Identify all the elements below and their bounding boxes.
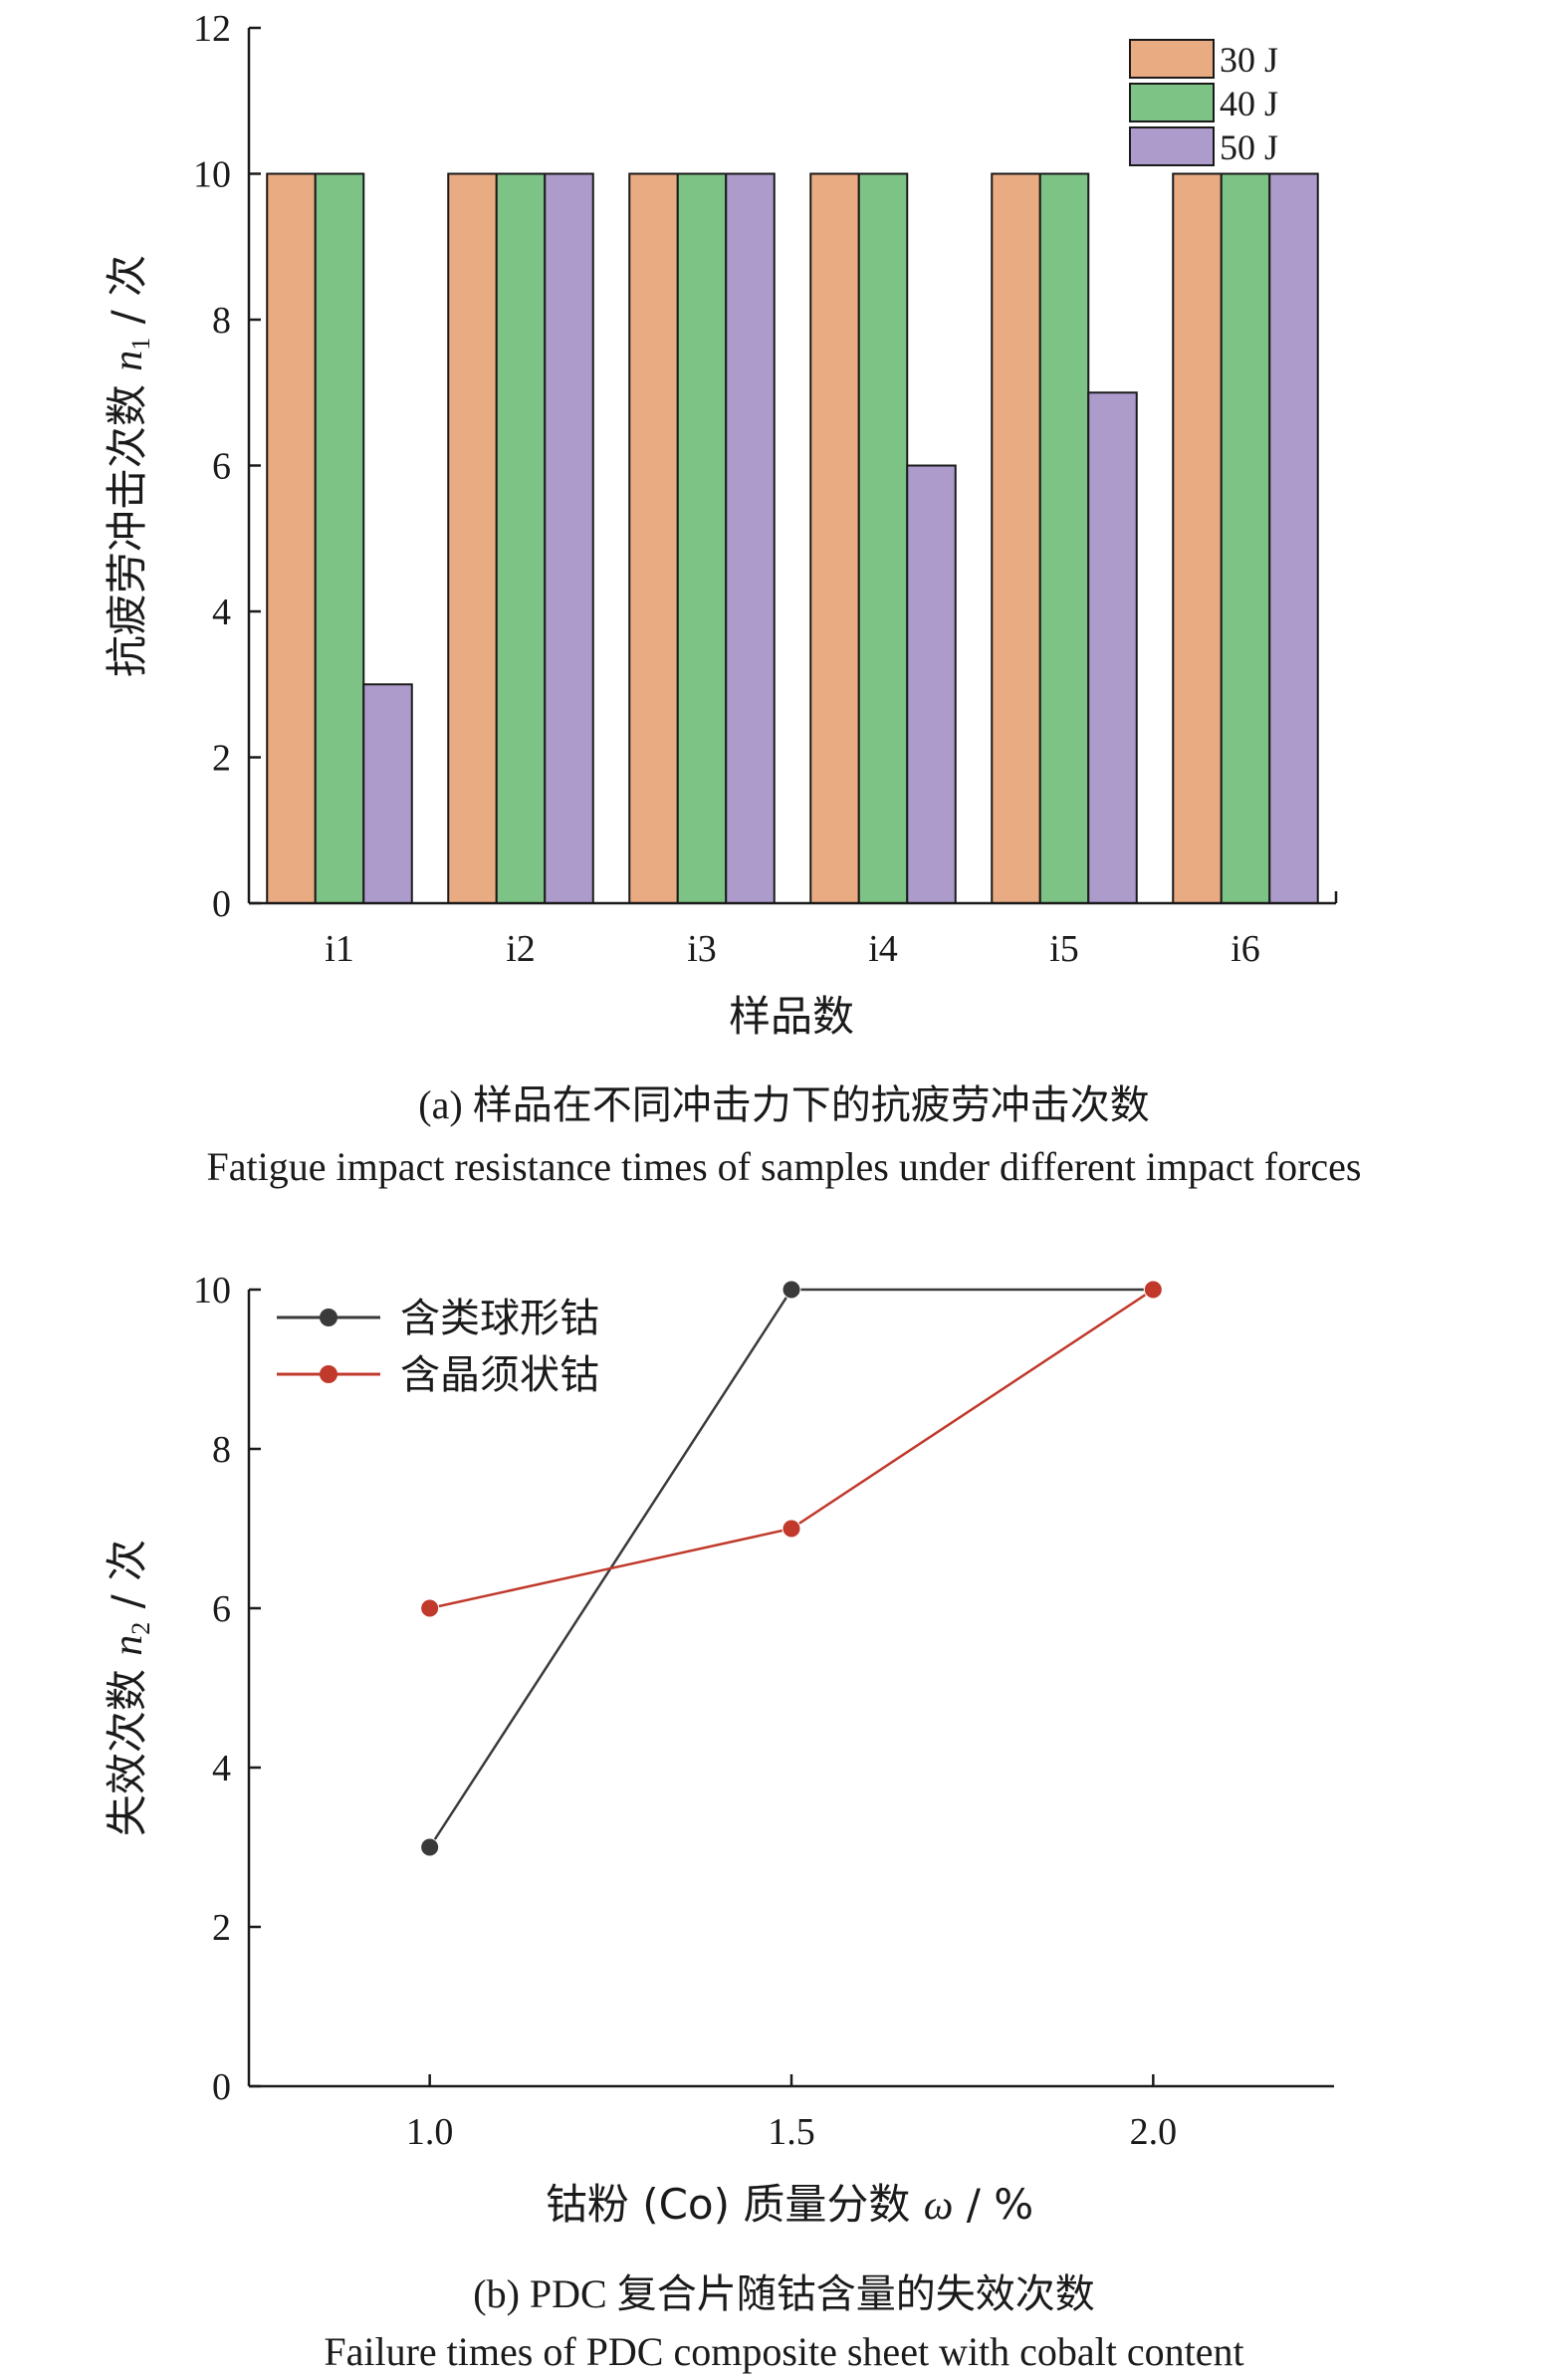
- y-axis-label: 失效次数 n2 / 次: [103, 1540, 155, 1836]
- legend-swatch-40j: [1129, 83, 1215, 122]
- y-tick-label: 10: [193, 154, 231, 196]
- bar-series-group: [266, 172, 1319, 904]
- bar: [544, 172, 594, 904]
- legend-swatch-50j: [1129, 126, 1215, 166]
- y-ticks: 0 2 4 6 8 10: [193, 1270, 261, 2108]
- y-tick-label: 6: [212, 1588, 231, 1630]
- x-ticks: 1.0 1.5 2.0: [406, 2074, 1177, 2153]
- bar: [725, 172, 776, 904]
- x-ticks: i1 i2 i3 i4 i5 i6: [325, 928, 1260, 970]
- y-tick-label: 6: [212, 446, 231, 488]
- y-tick-label: 12: [193, 8, 231, 50]
- bar: [1220, 172, 1271, 904]
- bar: [991, 172, 1041, 904]
- data-point: [782, 1519, 801, 1539]
- bar: [362, 683, 413, 904]
- bar: [447, 172, 498, 904]
- legend-label-50j: 50 J: [1220, 127, 1278, 167]
- bar: [1268, 172, 1319, 904]
- x-axis-label: 样品数: [729, 992, 854, 1041]
- legend-swatch-30j: [1129, 39, 1215, 79]
- x-tick-label: i1: [325, 928, 354, 970]
- y-tick-label: 0: [212, 883, 231, 925]
- bar: [628, 172, 679, 904]
- legend-label-spherical: 含类球形钴: [400, 1296, 599, 1341]
- legend: 含类球形钴 含晶须状钴: [277, 1296, 599, 1398]
- bar: [857, 172, 909, 904]
- bar: [495, 172, 547, 904]
- bar: [314, 172, 365, 904]
- legend-marker-whisker: [320, 1365, 337, 1383]
- x-tick-label: i2: [506, 928, 536, 970]
- y-tick-label: 0: [212, 2066, 231, 2108]
- caption-a-en: Fatigue impact resistance times of sampl…: [206, 1144, 1362, 1189]
- x-tick-label: 1.0: [406, 2111, 454, 2153]
- bar: [906, 464, 957, 904]
- y-tick-label: 4: [212, 592, 231, 633]
- y-axis-label: 抗疲劳冲击次数 n1 / 次: [103, 255, 155, 677]
- bar: [676, 172, 728, 904]
- legend-label-30j: 30 J: [1220, 40, 1278, 80]
- bar-chart: 0 2 4 6 8 10 12 i1 i2 i3 i4 i5 i6 抗疲劳冲击次数 n1 / 次 样品…: [103, 8, 1338, 1041]
- y-tick-label: 4: [212, 1748, 231, 1789]
- x-tick-label: i6: [1231, 928, 1260, 970]
- legend-label-whisker: 含晶须状钴: [400, 1352, 599, 1398]
- bar: [1087, 391, 1138, 904]
- legend: 30 J 40 J 50 J: [1129, 39, 1278, 167]
- x-tick-label: 2.0: [1130, 2111, 1178, 2153]
- x-tick-label: i3: [687, 928, 717, 970]
- data-point: [782, 1280, 801, 1300]
- y-tick-label: 10: [193, 1270, 231, 1311]
- y-ticks: 0 2 4 6 8 10 12: [193, 8, 261, 925]
- y-tick-label: 8: [212, 1429, 231, 1471]
- caption-b-cn: (b) PDC 复合片随钴含量的失效次数: [473, 2271, 1095, 2316]
- line-chart: 0 2 4 6 8 10 1.0 1.5 2.0 失效次数 n2 / 次 钴粉 (Co) 质量…: [103, 1270, 1334, 2229]
- x-axis-label: 钴粉 (Co) 质量分数 ω / %: [546, 2180, 1033, 2229]
- caption-a-cn: (a) 样品在不同冲击力下的抗疲劳冲击次数: [418, 1082, 1150, 1127]
- bar: [809, 172, 860, 904]
- data-point: [1143, 1280, 1163, 1300]
- data-point: [420, 1837, 440, 1857]
- data-point: [420, 1598, 440, 1618]
- x-tick-label: i5: [1049, 928, 1079, 970]
- legend-marker-spherical: [320, 1309, 337, 1326]
- y-tick-label: 2: [212, 738, 231, 780]
- legend-label-40j: 40 J: [1220, 84, 1278, 123]
- caption-b-en: Failure times of PDC composite sheet wit…: [324, 2329, 1244, 2374]
- line-series-group: [420, 1280, 1163, 1857]
- x-tick-label: 1.5: [768, 2111, 815, 2153]
- y-tick-label: 2: [212, 1907, 231, 1949]
- bar: [1172, 172, 1223, 904]
- y-tick-label: 8: [212, 300, 231, 342]
- bar: [266, 172, 317, 904]
- x-tick-label: i4: [868, 928, 898, 970]
- bar: [1038, 172, 1090, 904]
